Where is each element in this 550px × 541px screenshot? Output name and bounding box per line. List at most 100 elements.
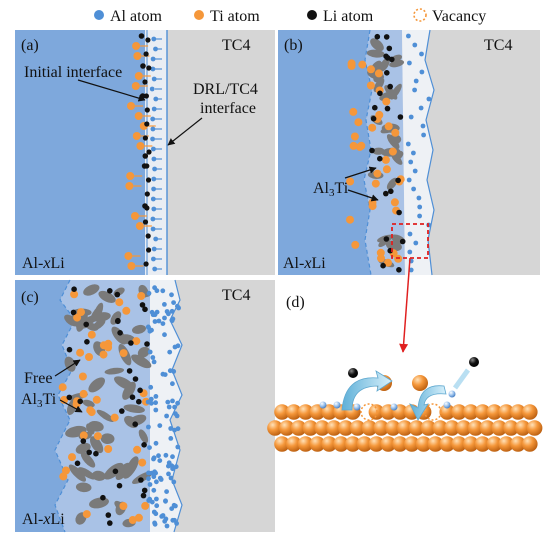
vacancy	[424, 403, 442, 421]
al-atom	[417, 213, 422, 219]
ti-atom	[92, 395, 101, 404]
panel-b: (b) TC4 Al-xLi Al3Ti	[278, 29, 540, 276]
ti-atom	[503, 420, 519, 436]
ti-atom	[451, 436, 467, 452]
al-atom	[168, 436, 174, 441]
li-atom	[114, 291, 121, 298]
al-atom	[150, 355, 156, 360]
ti-atom	[115, 298, 124, 307]
al-atom	[151, 359, 157, 365]
al-atom	[151, 456, 156, 462]
al-atom	[151, 186, 157, 192]
ti-atom	[128, 516, 137, 524]
panel-c-free: Free	[24, 370, 52, 387]
ti-atom	[388, 147, 397, 156]
ti-atom	[380, 436, 397, 452]
ti-atom	[439, 436, 456, 452]
al-atom	[160, 288, 166, 294]
ti-atom	[321, 404, 338, 420]
ti-atom	[127, 262, 136, 270]
al-atom	[170, 454, 175, 460]
li-atom	[112, 468, 119, 475]
ti-atom	[355, 142, 364, 151]
al-atom	[148, 396, 154, 402]
al3ti-particle	[131, 354, 152, 369]
al-atom	[150, 56, 156, 62]
ti-atom	[349, 420, 366, 436]
ti-atom	[78, 372, 87, 381]
li-atom	[138, 33, 145, 39]
ti-atom	[286, 404, 302, 420]
al-atom	[173, 503, 178, 509]
li-atom	[142, 219, 149, 225]
li-atom	[372, 104, 378, 111]
li-atom	[146, 65, 152, 71]
al3ti-particle	[131, 324, 147, 334]
al-atom	[150, 136, 156, 142]
panel-c-atoms	[58, 284, 182, 529]
ti-atom	[68, 453, 76, 462]
al-atom	[169, 292, 174, 298]
al3ti-particle	[123, 404, 145, 413]
li-atom	[105, 512, 112, 518]
li-atom	[137, 387, 143, 394]
li-atom	[145, 233, 151, 239]
ti-atom	[420, 420, 437, 436]
ti-atom	[408, 420, 425, 436]
al-atom	[154, 479, 159, 485]
ti-atom	[486, 404, 503, 420]
li-atom	[399, 238, 406, 245]
li-atom	[146, 149, 152, 155]
al3ti-particle	[114, 376, 135, 391]
panel-a: (a) TC4 Al-xLi Initial interface DRL/TC4…	[15, 30, 275, 275]
ti-atom	[526, 420, 543, 436]
al-atom	[150, 116, 156, 122]
al-atom	[153, 440, 159, 446]
li-atom	[370, 115, 377, 122]
al-atom	[151, 76, 157, 82]
li-atom	[117, 330, 123, 336]
ti-atom	[381, 155, 390, 164]
ti-atom	[126, 172, 135, 180]
ti-atom	[479, 420, 496, 436]
panel-c-tc4: TC4	[222, 287, 250, 304]
al3ti-particle	[100, 433, 115, 445]
al-atom	[448, 390, 456, 398]
zoom-arrow	[399, 257, 411, 353]
al-atom	[406, 33, 411, 39]
ti-atom	[412, 375, 428, 391]
ti-atom	[347, 59, 356, 68]
ti-atom	[302, 420, 319, 436]
drl-interface-arrow	[167, 117, 203, 146]
ti-atom	[427, 436, 444, 452]
al-atom	[150, 66, 156, 72]
al3ti-particle	[137, 346, 150, 358]
ti-atom	[346, 215, 354, 224]
al-atom	[390, 403, 398, 411]
li-atom	[107, 520, 113, 526]
al-atom	[175, 400, 181, 406]
al-atom	[171, 369, 177, 374]
al-atom	[175, 303, 180, 309]
ti-atom	[456, 420, 472, 436]
li-atom	[116, 482, 123, 489]
ti-atom	[392, 436, 408, 452]
al-atom	[157, 423, 163, 428]
al-atom	[408, 114, 414, 120]
ti-atom	[122, 306, 131, 315]
al-atom	[156, 318, 162, 324]
ti-atom	[70, 290, 79, 299]
li-atom	[144, 107, 150, 113]
ti-atom	[439, 404, 456, 420]
li-atom	[383, 190, 389, 197]
al-atom	[157, 458, 163, 463]
li-atom	[144, 121, 150, 127]
ti-atom	[474, 404, 491, 420]
ti-atom	[463, 404, 479, 420]
ti-atom	[345, 436, 361, 452]
al-atom	[411, 150, 416, 156]
li-atom	[386, 45, 393, 52]
panel-d: (d)	[267, 294, 543, 452]
li-atom	[140, 63, 146, 69]
ti-atom	[134, 112, 143, 120]
